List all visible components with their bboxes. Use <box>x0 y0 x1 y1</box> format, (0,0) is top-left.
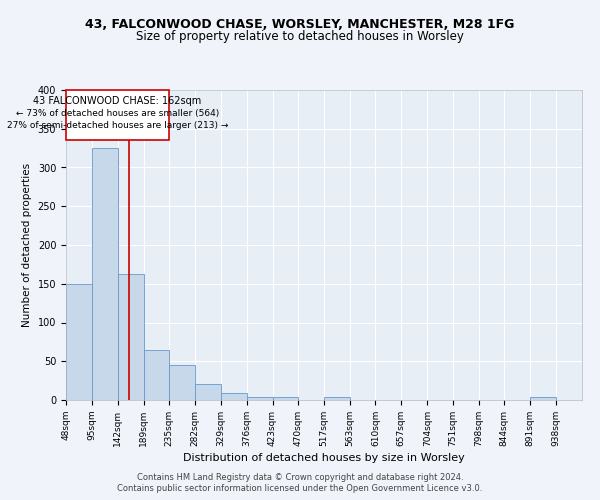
FancyBboxPatch shape <box>66 90 169 140</box>
Bar <box>221 393 247 400</box>
Bar <box>66 284 92 400</box>
Text: 43, FALCONWOOD CHASE, WORSLEY, MANCHESTER, M28 1FG: 43, FALCONWOOD CHASE, WORSLEY, MANCHESTE… <box>85 18 515 30</box>
Text: Size of property relative to detached houses in Worsley: Size of property relative to detached ho… <box>136 30 464 43</box>
Bar <box>247 397 272 400</box>
Bar <box>530 397 556 400</box>
Text: Contains public sector information licensed under the Open Government Licence v3: Contains public sector information licen… <box>118 484 482 493</box>
Bar <box>92 148 118 400</box>
Bar <box>272 397 298 400</box>
X-axis label: Distribution of detached houses by size in Worsley: Distribution of detached houses by size … <box>183 453 465 463</box>
Bar <box>169 365 195 400</box>
Text: ← 73% of detached houses are smaller (564): ← 73% of detached houses are smaller (56… <box>16 108 219 118</box>
Bar <box>143 350 169 400</box>
Text: 27% of semi-detached houses are larger (213) →: 27% of semi-detached houses are larger (… <box>7 121 228 130</box>
Text: Contains HM Land Registry data © Crown copyright and database right 2024.: Contains HM Land Registry data © Crown c… <box>137 472 463 482</box>
Text: 43 FALCONWOOD CHASE: 162sqm: 43 FALCONWOOD CHASE: 162sqm <box>34 96 202 106</box>
Bar <box>118 274 143 400</box>
Bar <box>195 384 221 400</box>
Bar <box>324 397 350 400</box>
Y-axis label: Number of detached properties: Number of detached properties <box>22 163 32 327</box>
